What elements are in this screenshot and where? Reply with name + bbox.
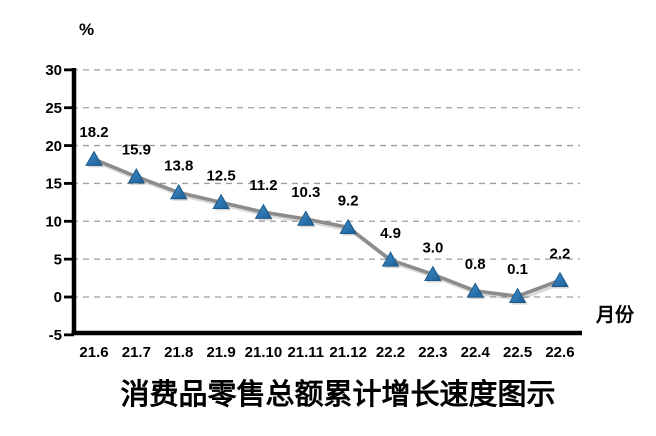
y-axis-tick-label: 15 [45,176,62,193]
data-point-marker [85,150,103,166]
x-axis-category-label: 22.4 [461,344,491,361]
data-point-marker [381,251,400,267]
data-point-marker [254,203,273,219]
data-point-label: 2.2 [550,245,571,262]
x-axis-category-label: 22.2 [376,344,405,361]
data-point-marker [127,168,146,184]
x-axis-category-label: 21.10 [245,344,283,361]
data-point-label: 13.8 [164,158,193,175]
series-line-shadow [94,160,564,301]
chart-title: 消费品零售总额累计增长速度图示 [120,379,556,411]
x-axis-category-label: 21.8 [164,344,193,361]
data-point-label: 3.0 [422,239,443,256]
data-point-marker [424,265,442,281]
y-axis-tick-label: 25 [45,100,62,117]
x-axis-category-label: 21.9 [206,344,235,361]
data-point-label: 4.9 [380,225,401,242]
y-axis-tick-label: 0 [54,289,62,306]
x-axis-unit-label: 月份 [596,305,635,326]
data-point-label: 10.3 [291,184,320,201]
data-point-label: 18.2 [79,124,108,141]
data-point-label: 15.9 [122,142,151,159]
data-point-label: 11.2 [249,177,277,194]
x-axis-category-label: 21.7 [122,344,151,361]
x-axis-category-label: 22.6 [545,344,574,361]
data-point-marker [508,287,527,303]
data-point-marker [339,218,357,235]
y-axis-unit-label: % [79,20,95,39]
data-point-label: 12.5 [206,167,235,184]
series-line [92,157,562,299]
x-axis-category-label: 21.12 [329,344,367,361]
x-axis-category-label: 21.6 [79,344,108,361]
x-axis-category-label: 22.5 [503,344,532,361]
data-point-label: 0.1 [507,261,528,278]
x-axis-category-label: 22.3 [418,344,447,361]
data-point-marker [297,210,315,226]
y-axis-tick-label: 10 [45,213,62,230]
x-axis-category-label: 21.11 [287,344,324,361]
y-axis-tick-label: -5 [49,327,62,344]
y-axis-tick-label: 30 [45,62,62,79]
y-axis-tick-label: 20 [45,138,62,155]
data-point-marker [212,193,230,210]
data-point-label: 9.2 [338,192,359,209]
data-point-marker [466,282,485,298]
data-point-label: 0.8 [465,256,486,273]
y-axis-tick-label: 5 [54,251,62,268]
data-point-marker [551,271,569,288]
data-point-marker [169,183,188,200]
